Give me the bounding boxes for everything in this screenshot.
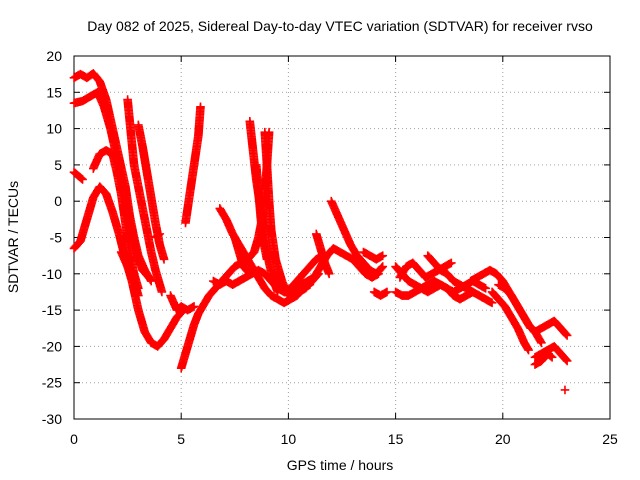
data-series-arc-i [151, 229, 165, 242]
data-series-arc-g [134, 120, 169, 264]
data-point [560, 385, 570, 395]
data-series-arc-ab [423, 251, 497, 308]
data-point [377, 263, 387, 272]
data-point [77, 174, 86, 183]
data-point [378, 262, 388, 271]
data-series-arc-x [369, 287, 392, 300]
data-marks [69, 69, 572, 395]
data-point [155, 229, 165, 239]
data-series-arc-l [181, 102, 205, 228]
data-point [273, 287, 282, 297]
data-point [78, 175, 87, 184]
data-point [159, 254, 169, 264]
data-point [144, 273, 154, 282]
y-tick-label: 10 [46, 121, 62, 137]
data-point [157, 287, 167, 297]
data-point [526, 323, 535, 333]
x-tick-label: 5 [177, 431, 185, 447]
data-point [562, 331, 572, 340]
data-point [134, 291, 143, 300]
data-point [196, 102, 205, 112]
data-point [262, 254, 272, 264]
data-point [378, 251, 388, 260]
data-point [143, 272, 153, 281]
chart-title: Day 082 of 2025, Sidereal Day-to-day VTE… [87, 18, 593, 34]
data-series-arc-r [230, 233, 255, 279]
y-tick-label: -10 [42, 266, 62, 282]
y-tick-label: 5 [54, 157, 62, 173]
x-tick-label: 20 [495, 431, 511, 447]
y-tick-label: 0 [54, 193, 62, 209]
y-tick-label: 20 [46, 48, 62, 64]
data-series-arc-c [69, 167, 87, 184]
x-tick-label: 15 [388, 431, 404, 447]
data-point [546, 352, 556, 361]
grid [74, 56, 610, 419]
data-point [561, 355, 571, 365]
data-series-arc-t [284, 244, 383, 300]
data-point [562, 356, 572, 366]
data-series-arc-ae [494, 280, 535, 333]
data-point [154, 230, 163, 240]
data-point [244, 268, 254, 278]
data-series-arc-p [260, 127, 293, 300]
data-series-arc-f [123, 95, 167, 297]
data-point [245, 269, 255, 279]
y-tick-label: -15 [42, 302, 62, 318]
data-point [547, 352, 557, 362]
y-tick-label: -30 [42, 411, 62, 427]
x-tick-label: 25 [602, 431, 618, 447]
data-point [481, 284, 490, 293]
data-series-arc-w [359, 247, 388, 264]
data-point [447, 258, 456, 268]
data-series-arc-ad [487, 287, 533, 355]
y-axis-label: SDTVAR / TECUs [5, 181, 21, 293]
data-point [525, 322, 535, 332]
y-tick-label: -20 [42, 338, 62, 354]
x-tick-label: 10 [281, 431, 297, 447]
data-series-arc-q [251, 160, 272, 264]
data-series-arc-h [116, 247, 143, 300]
x-tick-label: 0 [70, 431, 78, 447]
y-tick-label: -5 [50, 230, 63, 246]
data-series-arc-ag [530, 316, 572, 340]
data-series-arc-v [326, 196, 388, 279]
data-series-arc-ah [530, 349, 557, 369]
data-point [561, 330, 571, 339]
axis-ticks: 0 5 10 15 20 25 -30 -25 -20 -15 -10 -5 0 5 10 15 20 [42, 48, 618, 447]
y-tick-label: 15 [46, 84, 62, 100]
data-point [536, 337, 545, 346]
data-series-arc-ai [560, 385, 570, 395]
data-point [189, 302, 199, 311]
data-point [382, 287, 392, 297]
y-tick-label: -25 [42, 375, 62, 391]
data-point [324, 269, 334, 279]
data-point [537, 338, 546, 348]
x-axis-label: GPS time / hours [287, 457, 394, 473]
data-point [487, 298, 497, 308]
data-series-arc-j [166, 291, 199, 315]
data-series-arc-u [311, 229, 334, 279]
data-point [524, 345, 533, 355]
